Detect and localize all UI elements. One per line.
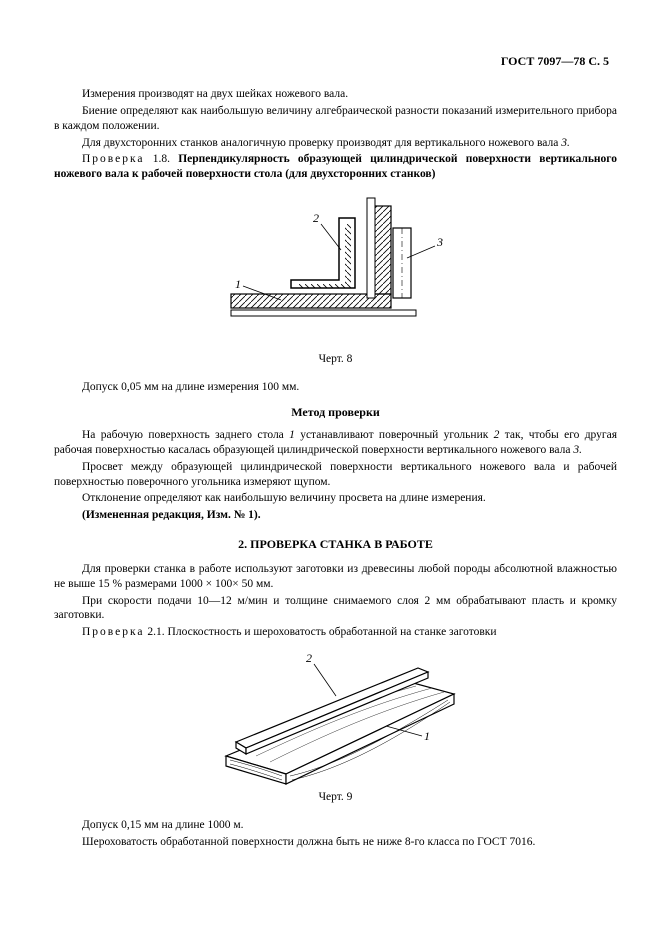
paragraph: При скорости подачи 10—12 м/мин и толщин…: [54, 594, 617, 623]
svg-text:1: 1: [424, 729, 430, 743]
tolerance: Допуск 0,15 мм на длине 1000 м.: [54, 818, 617, 833]
svg-text:3: 3: [436, 235, 443, 249]
check-heading: Проверка 1.8. Перпендикулярность образую…: [54, 152, 617, 181]
check-text: 2.1. Плоскостность и шероховатость обраб…: [145, 626, 497, 638]
figure-9-caption: Черт. 9: [54, 790, 617, 805]
method-title: Метод проверки: [54, 405, 617, 420]
check-number: 1.8.: [145, 153, 179, 165]
paragraph: Для двухсторонних станков аналогичную пр…: [54, 136, 617, 151]
svg-text:2: 2: [306, 651, 312, 665]
amendment-note: (Измененная редакция, Изм. № 1).: [54, 508, 617, 523]
text: Для двухсторонних станков аналогичную пр…: [82, 137, 561, 149]
text: устанавливают поверочный угольник: [295, 429, 494, 441]
label-spaced: Проверка: [82, 153, 145, 165]
section-2-title: 2. ПРОВЕРКА СТАНКА В РАБОТЕ: [54, 537, 617, 552]
page-header: ГОСТ 7097—78 С. 5: [54, 54, 617, 69]
ref-number: 3.: [573, 444, 582, 456]
ref-number: 3.: [561, 137, 570, 149]
svg-text:2: 2: [313, 211, 319, 225]
paragraph: Просвет между образующей цилиндрической …: [54, 460, 617, 489]
paragraph: На рабочую поверхность заднего стола 1 у…: [54, 428, 617, 457]
check-heading: Проверка 2.1. Плоскостность и шероховато…: [54, 625, 617, 640]
paragraph: Отклонение определяют как наибольшую вел…: [54, 491, 617, 506]
page: ГОСТ 7097—78 С. 5 Измерения производят н…: [0, 0, 661, 936]
svg-text:1: 1: [235, 277, 241, 291]
figure-9: 2 1: [196, 646, 476, 786]
text: На рабочую поверхность заднего стола: [82, 429, 289, 441]
label-spaced: Проверка: [82, 626, 145, 638]
figure-8-caption: Черт. 8: [54, 352, 617, 367]
paragraph: Для проверки станка в работе используют …: [54, 562, 617, 591]
figure-8: 1 2 3: [221, 188, 451, 348]
tolerance: Допуск 0,05 мм на длине измерения 100 мм…: [54, 380, 617, 395]
paragraph: Биение определяют как наибольшую величин…: [54, 104, 617, 133]
paragraph: Шероховатость обработанной поверхности д…: [54, 835, 617, 850]
paragraph: Измерения производят на двух шейках ноже…: [54, 87, 617, 102]
